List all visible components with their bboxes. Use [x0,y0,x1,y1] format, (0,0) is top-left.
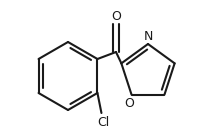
Text: N: N [143,30,153,43]
Text: O: O [125,97,134,110]
Text: O: O [111,10,121,23]
Text: Cl: Cl [97,116,110,129]
